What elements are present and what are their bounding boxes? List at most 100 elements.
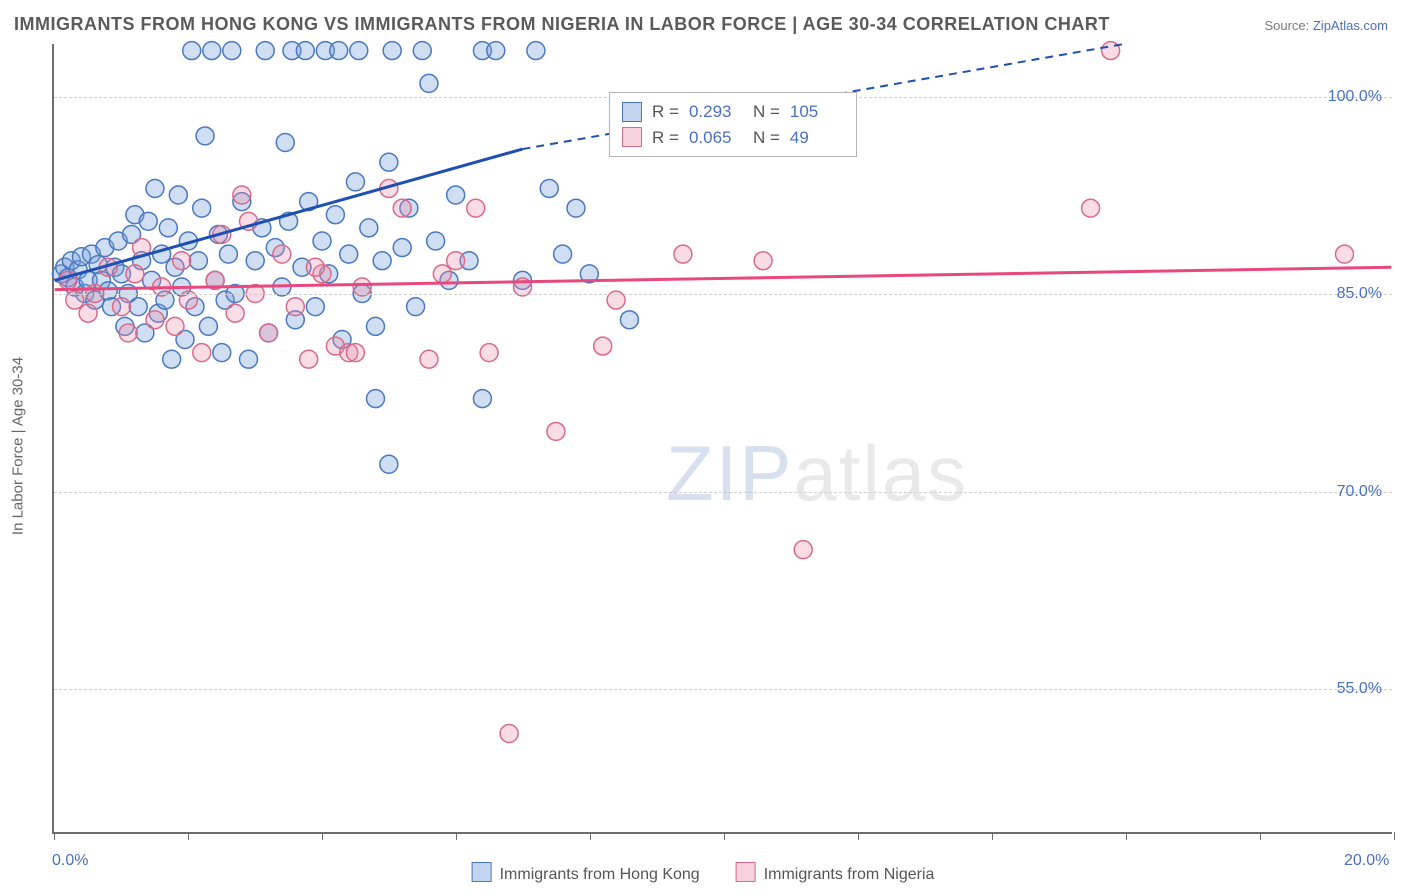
data-point-hk [240,350,258,368]
data-point-hk [183,42,201,60]
data-point-ng [420,350,438,368]
data-point-ng [126,265,144,283]
x-tick [858,832,859,840]
y-tick-label: 55.0% [1337,680,1382,698]
stat-r-label: R = [652,99,679,125]
data-point-ng [346,344,364,362]
data-point-ng [260,324,278,342]
data-point-hk [213,344,231,362]
x-tick-label: 20.0% [1344,852,1389,870]
data-point-hk [189,252,207,270]
data-point-hk [330,42,348,60]
data-point-hk [367,317,385,335]
data-point-hk [193,199,211,217]
stat-r-value-ng: 0.065 [689,125,743,151]
data-point-hk [203,42,221,60]
legend-item-hk: Immigrants from Hong Kong [472,862,700,884]
swatch-hk [472,862,492,882]
x-tick-label: 0.0% [52,852,88,870]
stat-r-value-hk: 0.293 [689,99,743,125]
data-point-ng [119,324,137,342]
swatch-ng [736,862,756,882]
data-point-hk [139,212,157,230]
x-tick [992,832,993,840]
data-point-ng [166,317,184,335]
data-point-hk [620,311,638,329]
x-tick [1260,832,1261,840]
data-point-ng [480,344,498,362]
data-point-hk [567,199,585,217]
data-point-ng [113,298,131,316]
x-tick [322,832,323,840]
swatch-hk [622,102,642,122]
data-point-hk [196,127,214,145]
legend-item-ng: Immigrants from Nigeria [736,862,935,884]
data-point-hk [380,455,398,473]
y-tick-label: 100.0% [1328,88,1382,106]
data-point-ng [594,337,612,355]
source-link[interactable]: ZipAtlas.com [1313,18,1388,33]
data-point-hk [159,219,177,237]
data-point-hk [413,42,431,60]
data-point-hk [146,179,164,197]
data-point-ng [547,422,565,440]
data-point-ng [306,258,324,276]
stats-box: R = 0.293N = 105R = 0.065 N = 49 [609,92,857,157]
gridline [54,689,1392,690]
gridline [54,294,1392,295]
y-tick-label: 85.0% [1337,285,1382,303]
swatch-ng [622,127,642,147]
data-point-hk [306,298,324,316]
y-tick-label: 70.0% [1337,483,1382,501]
data-point-hk [473,390,491,408]
data-point-ng [146,311,164,329]
stats-row-hk: R = 0.293N = 105 [622,99,844,125]
data-point-hk [554,245,572,263]
data-point-ng [674,245,692,263]
data-point-hk [129,298,147,316]
source-attribution: Source: ZipAtlas.com [1264,18,1388,33]
data-point-hk [407,298,425,316]
data-point-hk [350,42,368,60]
data-point-ng [467,199,485,217]
data-point-ng [447,252,465,270]
data-point-hk [246,252,264,270]
legend-bottom: Immigrants from Hong Kong Immigrants fro… [472,862,935,884]
stat-r-label: R = [652,125,679,151]
stat-n-label: N = [753,125,780,151]
data-point-hk [296,42,314,60]
data-point-hk [346,173,364,191]
data-point-ng [79,304,97,322]
data-point-ng [1336,245,1354,263]
data-point-ng [273,245,291,263]
data-point-hk [219,245,237,263]
data-point-ng [300,350,318,368]
chart-title: IMMIGRANTS FROM HONG KONG VS IMMIGRANTS … [14,14,1110,35]
data-point-hk [163,350,181,368]
data-point-hk [380,153,398,171]
data-point-ng [193,344,211,362]
data-point-hk [527,42,545,60]
data-point-hk [367,390,385,408]
data-point-hk [313,232,331,250]
data-point-ng [393,199,411,217]
x-tick [54,832,55,840]
x-tick [188,832,189,840]
stat-n-value-ng: 49 [790,125,844,151]
data-point-ng [173,252,191,270]
data-point-ng [226,304,244,322]
data-point-hk [360,219,378,237]
data-point-ng [1082,199,1100,217]
data-point-hk [199,317,217,335]
trendline-ng [55,267,1392,289]
data-point-hk [169,186,187,204]
data-point-hk [326,206,344,224]
data-point-hk [383,42,401,60]
data-point-ng [286,298,304,316]
data-point-hk [340,245,358,263]
data-point-hk [540,179,558,197]
data-point-hk [447,186,465,204]
data-point-hk [487,42,505,60]
x-tick [1126,832,1127,840]
data-point-hk [393,239,411,257]
